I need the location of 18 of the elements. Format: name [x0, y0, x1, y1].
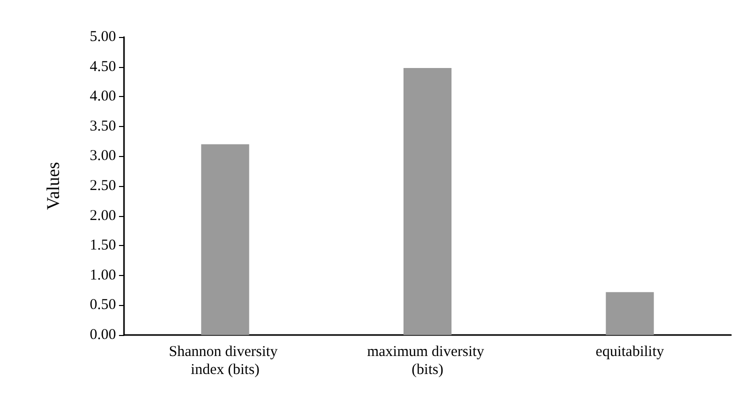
- y-tick-label: 4.50: [90, 58, 116, 75]
- y-tick-label: 3.50: [90, 118, 116, 134]
- y-tick-label: 1.50: [90, 238, 116, 254]
- bar: [404, 68, 452, 335]
- bar: [606, 292, 654, 335]
- y-tick-label: 0.00: [90, 327, 116, 343]
- bar: [201, 144, 250, 335]
- y-tick-label: 0.50: [90, 297, 116, 314]
- y-axis-title: Values: [43, 162, 63, 210]
- y-tick-label: 2.00: [90, 208, 116, 224]
- x-tick-label: maximum diversity (bits): [367, 344, 488, 378]
- y-tick-label: 1.00: [90, 267, 116, 284]
- y-tick-label: 4.00: [90, 88, 116, 105]
- y-tick-label: 3.00: [90, 148, 116, 164]
- x-tick-label: Shannon diversity index (bits): [168, 344, 282, 378]
- y-tick-label: 5.00: [90, 29, 116, 45]
- y-tick-label: 2.50: [90, 178, 116, 194]
- x-tick-label: equitability: [596, 344, 664, 360]
